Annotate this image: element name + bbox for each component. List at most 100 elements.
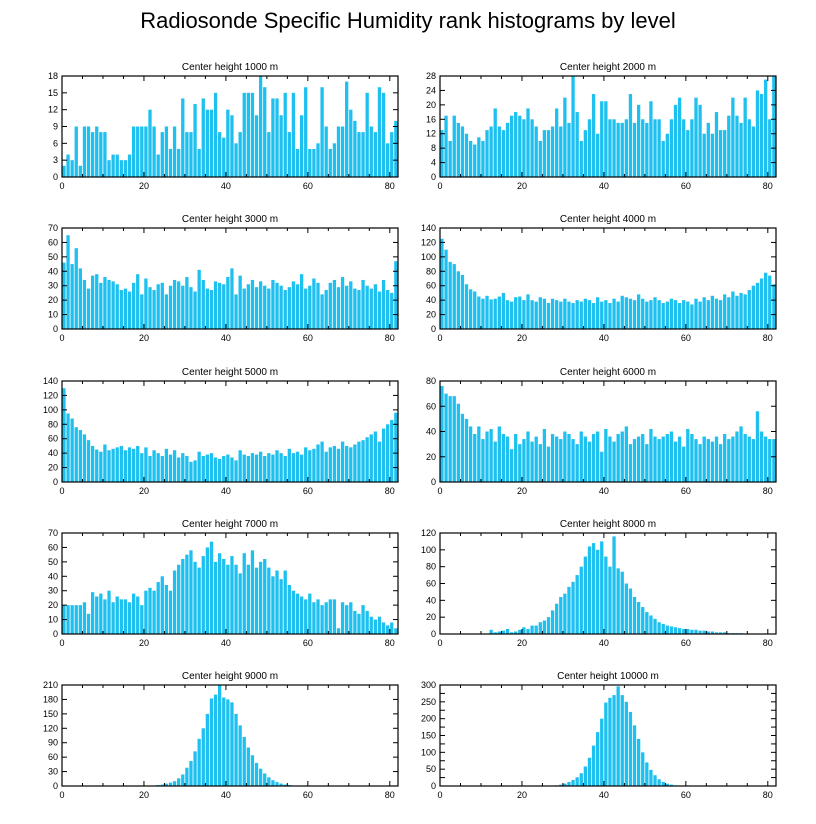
x-tick-label: 60 — [681, 486, 691, 496]
histogram-bar — [489, 629, 493, 634]
histogram-bar — [213, 281, 218, 329]
histogram-bar — [357, 613, 361, 634]
histogram-bar — [287, 132, 291, 177]
histogram-bar — [291, 92, 296, 177]
histogram-bar — [279, 453, 283, 482]
x-tick-label: 20 — [517, 790, 527, 800]
histogram-bar — [526, 294, 530, 329]
histogram-bar — [600, 451, 604, 482]
histogram-bar — [485, 295, 489, 329]
plot-frame — [61, 380, 399, 483]
histogram-bar — [394, 261, 398, 329]
histogram-bar — [534, 301, 538, 329]
histogram-bar — [764, 272, 768, 329]
histogram-bar — [575, 444, 579, 483]
histogram-bar — [99, 593, 103, 634]
histogram-bar — [250, 453, 255, 482]
histogram-bar — [636, 104, 641, 177]
histogram-bar — [571, 779, 575, 786]
histogram-bar — [723, 434, 727, 482]
histogram-bar — [349, 447, 353, 482]
histogram-bar — [62, 165, 66, 177]
histogram-bar — [74, 427, 78, 482]
histogram-bar — [452, 396, 456, 482]
y-tick-label: 70 — [48, 223, 58, 233]
histogram-bar — [542, 298, 547, 329]
x-tick-label: 40 — [221, 638, 231, 648]
histogram-bar — [706, 631, 710, 634]
histogram-bar — [131, 593, 136, 634]
histogram-bar — [308, 450, 312, 482]
histogram-bar — [559, 126, 563, 177]
x-tick-label: 0 — [437, 638, 442, 648]
histogram-bar — [501, 630, 506, 634]
histogram-bar — [312, 148, 316, 177]
histogram-bar — [559, 596, 563, 634]
plot-frame — [61, 532, 399, 635]
y-tick-label: 60 — [48, 237, 58, 247]
x-tick-label: 60 — [681, 790, 691, 800]
y-tick-label: 18 — [48, 71, 58, 81]
histogram-bar — [373, 284, 378, 329]
histogram-bar — [250, 550, 255, 634]
histogram-bar — [612, 536, 616, 634]
histogram-bar — [160, 282, 164, 329]
histogram-bar — [493, 108, 497, 177]
histogram-bar — [336, 628, 341, 634]
histogram-bar — [665, 434, 669, 482]
histogram-bar — [267, 777, 271, 786]
histogram-bar — [587, 441, 592, 482]
histogram-bar — [690, 119, 694, 177]
histogram-bar — [197, 738, 201, 786]
histogram-bar — [665, 133, 669, 177]
histogram-bar — [66, 235, 70, 329]
histogram-bar — [612, 298, 616, 329]
histogram-bar — [324, 290, 328, 329]
histogram-bar — [193, 460, 197, 482]
histogram-bar — [230, 115, 234, 177]
histogram-bar — [213, 561, 218, 634]
histogram-bar — [82, 434, 87, 482]
histogram-bar — [600, 718, 604, 786]
histogram-bar — [755, 411, 760, 482]
histogram-bar — [172, 279, 177, 329]
histogram-bar — [501, 292, 506, 329]
histogram-bar — [295, 451, 300, 482]
histogram-bar — [275, 282, 279, 329]
histogram-bar — [632, 122, 637, 177]
y-tick-label: 50 — [48, 252, 58, 262]
histogram-bar — [111, 154, 115, 177]
histogram-bar — [489, 428, 493, 482]
histogram-bar — [386, 424, 390, 482]
histogram-bar — [485, 130, 489, 177]
histogram-bar — [649, 769, 653, 786]
histogram-bar — [632, 439, 637, 482]
y-tick-label: 6 — [53, 138, 58, 148]
histogram-bar — [505, 628, 510, 634]
histogram-bar — [107, 450, 111, 482]
histogram-bar — [218, 553, 222, 634]
histogram-bar — [345, 81, 349, 177]
histogram-bar — [522, 627, 526, 634]
histogram-bar — [460, 274, 465, 329]
histogram-bar — [74, 248, 78, 329]
histogram-bar — [526, 628, 530, 634]
histogram-bar — [641, 119, 645, 177]
histogram-bar — [164, 584, 169, 634]
histogram-bar — [373, 619, 378, 634]
histogram-bar — [653, 775, 657, 786]
histogram-bar — [66, 154, 70, 177]
x-tick-label: 60 — [303, 638, 313, 648]
histogram-bar — [304, 599, 308, 634]
histogram-bar — [103, 444, 107, 482]
histogram-bar — [550, 434, 555, 482]
y-tick-label: 100 — [421, 747, 436, 757]
histogram-bar — [234, 143, 238, 177]
histogram-bar — [226, 564, 230, 634]
histogram-bar — [250, 92, 255, 177]
y-tick-label: 30 — [48, 281, 58, 291]
y-tick-label: 60 — [48, 752, 58, 762]
histogram-bar — [702, 436, 706, 482]
histogram-bar — [144, 447, 148, 482]
histogram-bar — [583, 766, 588, 786]
